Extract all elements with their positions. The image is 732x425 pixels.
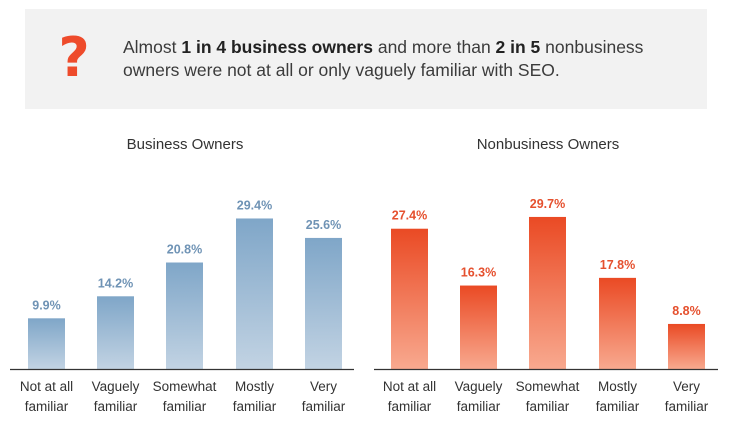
business-category-label-somewhat-line2: familiar [163,399,207,414]
business-category-label-vaguely-line1: Vaguely [92,379,140,394]
nonbusiness-category-label-very-line2: familiar [665,399,709,414]
business-bar-not-at-all [28,318,65,369]
nonbusiness-bar-very [668,323,705,369]
business-bar-vaguely [97,296,134,369]
business-data-label-somewhat: 20.8% [167,243,202,257]
nonbusiness-data-label-not-at-all: 27.4% [392,209,427,223]
nonbusiness-category-label-somewhat-line1: Somewhat [516,379,580,394]
nonbusiness-owners-chart: 27.4% Not at all familiar 16.3% Vaguely famil… [374,197,718,414]
nonbusiness-category-label-somewhat-line2: familiar [526,399,570,414]
nonbusiness-category-label-mostly-line1: Mostly [598,379,637,394]
business-category-label-very-line2: familiar [302,399,346,414]
nonbusiness-data-label-vaguely: 16.3% [461,266,496,280]
business-category-label-mostly-line1: Mostly [235,379,274,394]
nonbusiness-bar-not-at-all [391,228,428,369]
business-owners-chart: 9.9% Not at all familiar 14.2% Vaguely famili… [10,198,354,414]
nonbusiness-category-label-vaguely-line1: Vaguely [455,379,503,394]
nonbusiness-bar-mostly [599,277,636,369]
summary-bold-nonbusiness: 2 in 5 [495,37,541,57]
business-data-label-very: 25.6% [306,218,341,232]
nonbusiness-chart-title: Nonbusiness Owners [476,136,620,153]
summary-text-part2: and more than [372,37,496,57]
nonbusiness-category-label-very-line1: Very [673,379,700,394]
business-category-label-not-at-all-line2: familiar [25,399,69,414]
nonbusiness-bar-somewhat [529,216,566,369]
summary-text-part1: Almost [123,37,182,57]
business-bar-mostly [236,218,273,369]
nonbusiness-category-label-not-at-all-line2: familiar [388,399,432,414]
business-data-label-mostly: 29.4% [237,198,272,212]
business-category-label-somewhat-line1: Somewhat [153,379,217,394]
question-mark-icon: ? [58,26,90,89]
business-bar-very [305,237,342,369]
nonbusiness-data-label-somewhat: 29.7% [530,197,565,211]
summary-banner [25,9,707,109]
business-data-label-vaguely: 14.2% [98,276,133,290]
nonbusiness-category-label-mostly-line2: familiar [596,399,640,414]
nonbusiness-category-label-not-at-all-line1: Not at all [383,379,436,394]
business-chart-title: Business Owners [126,136,244,153]
nonbusiness-data-label-mostly: 17.8% [600,258,635,272]
business-bar-somewhat [166,262,203,369]
business-category-label-not-at-all-line1: Not at all [20,379,73,394]
business-category-label-very-line1: Very [310,379,337,394]
business-data-label-not-at-all: 9.9% [32,298,61,312]
nonbusiness-bar-vaguely [460,285,497,369]
summary-bold-business: 1 in 4 business owners [181,37,373,57]
summary-text: Almost 1 in 4 business owners and more t… [123,36,683,82]
business-category-label-vaguely-line2: familiar [94,399,138,414]
summary-text-part3: nonbusiness owners were not at all or on… [123,37,644,80]
nonbusiness-data-label-very: 8.8% [672,304,701,318]
nonbusiness-category-label-vaguely-line2: familiar [457,399,501,414]
business-category-label-mostly-line2: familiar [233,399,277,414]
